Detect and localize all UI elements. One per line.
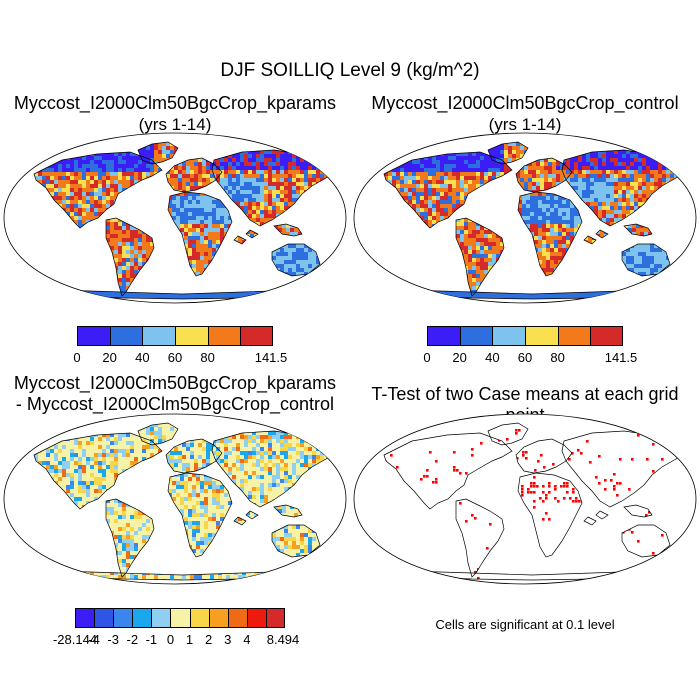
coastline [623,223,653,237]
coastline [455,498,505,578]
colorbar-segment [265,608,285,628]
coastline [167,191,233,277]
colorbar-tick-label: -2 [126,632,139,647]
map-ttest [353,413,697,585]
colorbar-tick-label: 60 [517,350,533,365]
colorbar-segment [459,326,493,346]
coastline [271,243,321,277]
colorbar-tick-label: 80 [550,350,565,365]
colorbar-segment [75,608,95,628]
colorbar-tick-label: 8.494 [266,632,300,647]
panel-title-text: Myccost_I2000Clm50BgcCrop_kparams [13,93,337,113]
panel-subtitle-years: (yrs 1-14) [138,115,212,134]
main-title: DJF SOILLIQ Level 9 (kg/m^2) [220,60,480,81]
colorbar-tick-label: 2 [205,632,213,647]
colorbar-segment [175,326,208,346]
colorbar-segment [590,326,623,346]
colorbar-segment [132,608,152,628]
coastline [595,229,609,239]
colorbar-segment [227,608,247,628]
map-kparams [3,132,347,304]
panel-title-difference: Myccost_I2000Clm50BgcCrop_kparams - Mycc… [0,373,350,415]
coastline [517,472,583,558]
colorbar-segment [77,326,110,346]
colorbar-segment [189,608,209,628]
panel-title-line1: Myccost_I2000Clm50BgcCrop_kparams [13,373,337,393]
coastline [383,151,513,229]
coastline [273,504,303,518]
colorbar-tick-label: 20 [102,350,117,365]
coastline [623,504,653,518]
coastline [105,217,155,297]
panel-title-kparams: Myccost_I2000Clm50BgcCrop_kparams (yrs 1… [0,93,350,135]
colorbar-tick-label: 141.5 [254,350,288,365]
colorbar-tick-label: 1 [185,632,194,647]
colorbar-segment [142,326,175,346]
coastline [233,516,247,526]
colorbar-segment [94,608,114,628]
map-difference [3,413,347,585]
coastline [383,432,513,510]
coastline [245,510,259,520]
panel-title-line2: - Myccost_I2000Clm50BgcCrop_control [15,394,335,414]
colorbar-tick-label: 3 [224,632,232,647]
coastline [33,151,163,229]
colorbar-tick-label: 141.5 [604,350,638,365]
colorbar-tick-label: -3 [107,632,119,647]
colorbar-segment [207,326,241,346]
significance-note: Cells are significant at 0.1 level [435,617,615,632]
colorbar-segment [525,326,558,346]
colorbar-tick-label: 20 [452,350,467,365]
map-control [353,132,697,304]
colorbar-segment [246,608,266,628]
coastline [583,516,597,526]
colorbar-difference: -28.144 -4 -3 -2 -1 0 1 2 3 4 8.494 [53,608,299,648]
colorbar-segment [240,326,273,346]
colorbar-tick-label: 60 [167,350,183,365]
colorbar-segment [113,608,133,628]
colorbar-tick-label: 0 [166,632,175,647]
colorbar-segment [170,608,190,628]
colorbar-tick-label: 40 [135,350,150,365]
colorbar-tick-label: 4 [243,632,251,647]
coastline [595,510,609,520]
coastline [233,235,247,245]
panel-title-text: Myccost_I2000Clm50BgcCrop_control [371,93,679,113]
coastline [271,524,321,558]
panel-title-control: Myccost_I2000Clm50BgcCrop_control (yrs 1… [350,93,700,135]
coastline [137,422,179,446]
panel-subtitle-years: (yrs 1-14) [488,115,562,134]
coastline [621,524,671,558]
coastline [273,223,303,237]
coastline [621,243,671,277]
colorbar-tick-label: 40 [485,350,500,365]
colorbar-tick-label: -1 [145,632,158,647]
coastline [517,191,583,277]
coastline [245,229,259,239]
coastline [487,141,529,165]
colorbar-tick-label: 80 [200,350,215,365]
colorbar-segment [427,326,460,346]
coastline [455,217,505,297]
map-boundary [353,413,697,585]
coastline [487,422,529,446]
coastline [137,141,179,165]
coastline [105,498,155,578]
colorbar-tick-label: 0 [73,350,81,365]
colorbar-segment [208,608,228,628]
coastline [583,235,597,245]
colorbar-segment [151,608,171,628]
colorbar-segment [557,326,591,346]
colorbar-kparams: 0 20 40 60 80 141.5 [73,326,287,366]
coastline [33,432,163,510]
colorbar-segment [109,326,143,346]
coastline [167,472,233,558]
colorbar-segment [492,326,525,346]
colorbar-tick-label: -28.144 [52,632,98,647]
colorbar-control: 0 20 40 60 80 141.5 [423,326,637,366]
colorbar-tick-label: 0 [423,350,431,365]
colorbar-tick-label: -4 [88,632,100,647]
